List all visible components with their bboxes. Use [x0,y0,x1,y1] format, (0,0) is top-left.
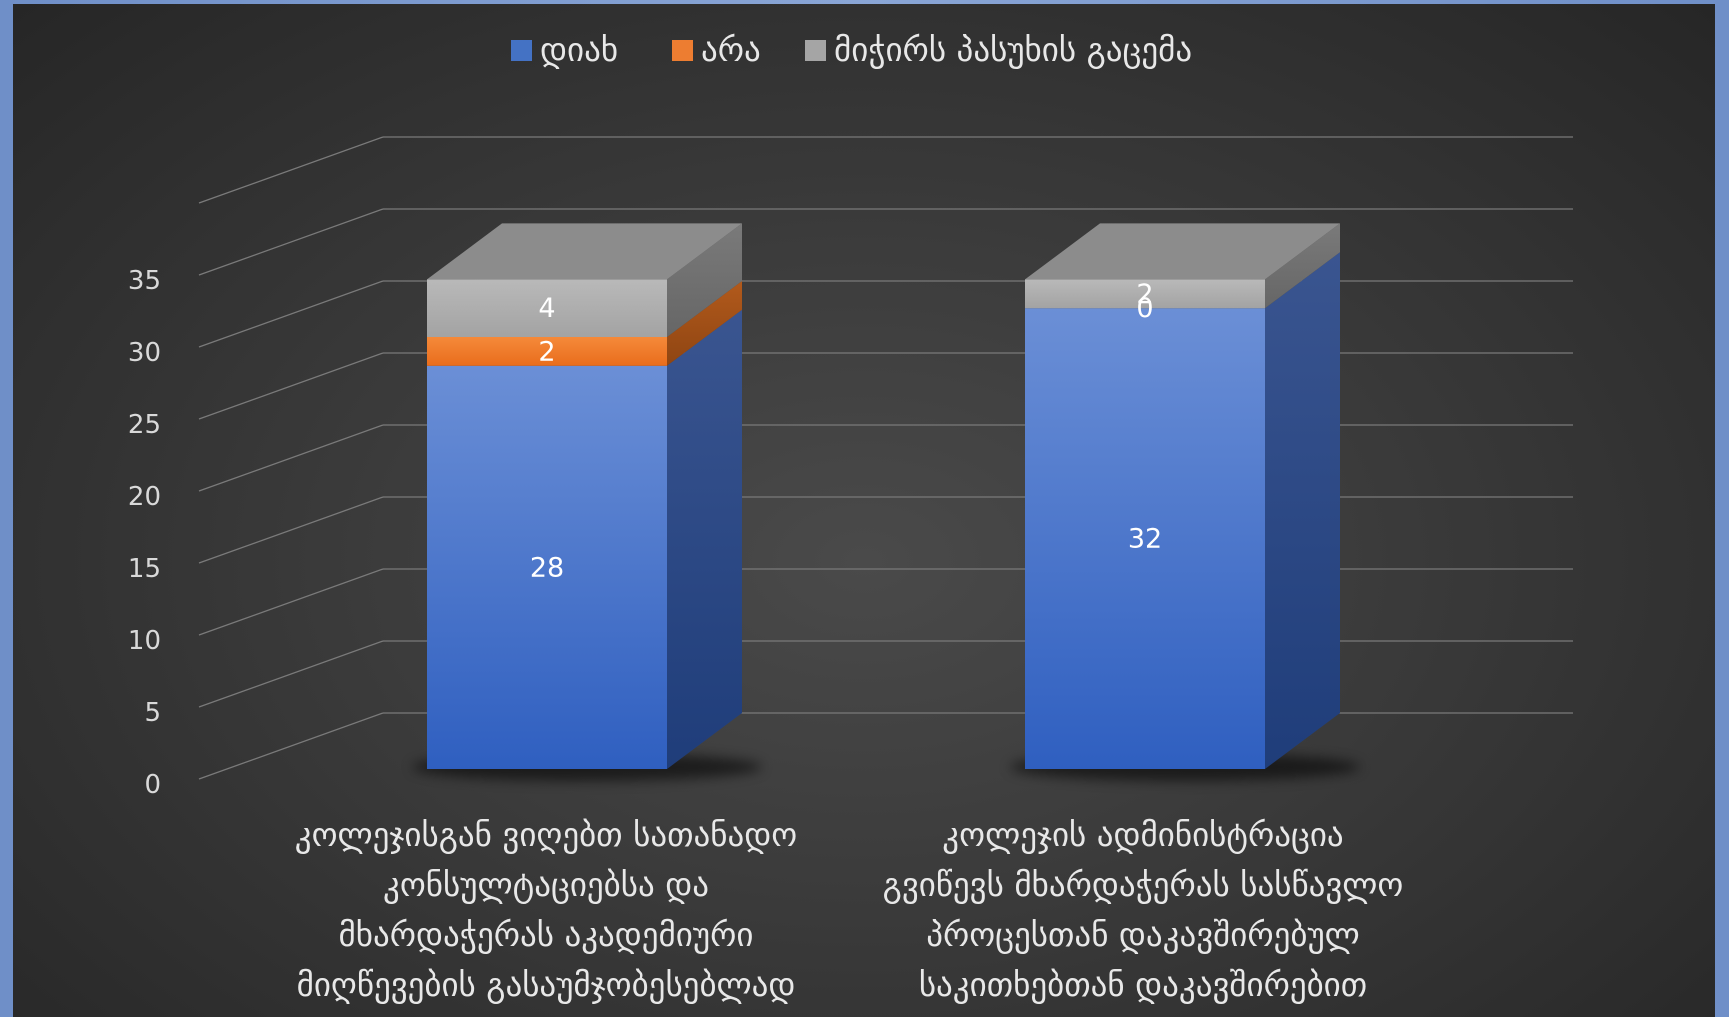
legend-swatch [805,40,826,61]
x-axis-categories: კოლეჯისგან ვიღებთ სათანადო კონსულტაციებსა… [295,815,1404,1004]
chart-panel: დიახ არა მიჭირს პასუხის გაცემა 0 5 10 15 20 25 3… [13,4,1715,1017]
gridline-floor [198,568,384,636]
bar-front [1025,279,1265,309]
bar-front [427,365,667,769]
legend-item-2: მიჭირს პასუხის გაცემა [805,30,1192,69]
bar-side [667,223,742,337]
y-tick-label: 20 [128,482,161,512]
bar-segment [427,223,742,337]
y-tick-label: 35 [128,266,161,296]
legend-swatch [672,40,693,61]
bar-side [667,309,742,769]
bar-segment [1025,252,1340,769]
bar-front [1025,308,1265,769]
stacked-3d-bar-chart: დიახ არა მიჭირს პასუხის გაცემა 05101520253… [128,30,1573,1004]
gridline-floor [198,712,384,780]
y-tick-label: 5 [144,698,161,728]
y-tick-label: 10 [128,626,161,656]
y-tick-label: 15 [128,554,161,584]
data-label: 28 [530,552,564,583]
bar-top [1025,223,1340,280]
x-category-label: კოლეჯისგან ვიღებთ სათანადო კონსულტაციებსა… [295,815,797,1004]
legend-item-1: არა [672,30,761,69]
data-label: 2 [1136,279,1153,310]
gridlines [198,136,1573,780]
y-tick-label: 25 [128,410,161,440]
data-label: 4 [538,293,555,324]
y-tick-label: 0 [144,770,161,800]
legend-item-0: დიახ [511,30,618,69]
data-label: 0 [1136,293,1153,324]
y-axis: 0 5 10 15 20 25 30 35 [128,266,161,800]
gridline-floor [198,424,384,492]
bar-segment [427,309,742,769]
legend-swatch [511,40,532,61]
bar-side [667,281,742,366]
bar-front [427,337,667,366]
gridline-floor [198,136,384,204]
bar-top [427,223,742,280]
gridline-floor [198,280,384,348]
legend: დიახ არა მიჭირს პასუხის გაცემა [511,30,1192,69]
bar-side [1265,252,1340,769]
gridline-floor [198,208,384,276]
data-label: 32 [1128,524,1162,555]
bar-side [1265,223,1340,309]
x-category-label: კოლეჯის ადმინისტრაცია გვიწევს მხარდაჭერას… [883,815,1404,1004]
legend-label: მიჭირს პასუხის გაცემა [834,30,1192,69]
gridline-floor [198,640,384,708]
data-label: 2 [538,336,555,367]
gridline-floor [198,352,384,420]
y-tick-label: 30 [128,338,161,368]
bar-front [427,279,667,337]
legend-label: დიახ [540,30,618,69]
bars [427,223,1340,769]
legend-label: არა [701,30,761,69]
bar-segment [1025,223,1340,309]
gridline-floor [198,496,384,564]
bar-segment [427,281,742,366]
